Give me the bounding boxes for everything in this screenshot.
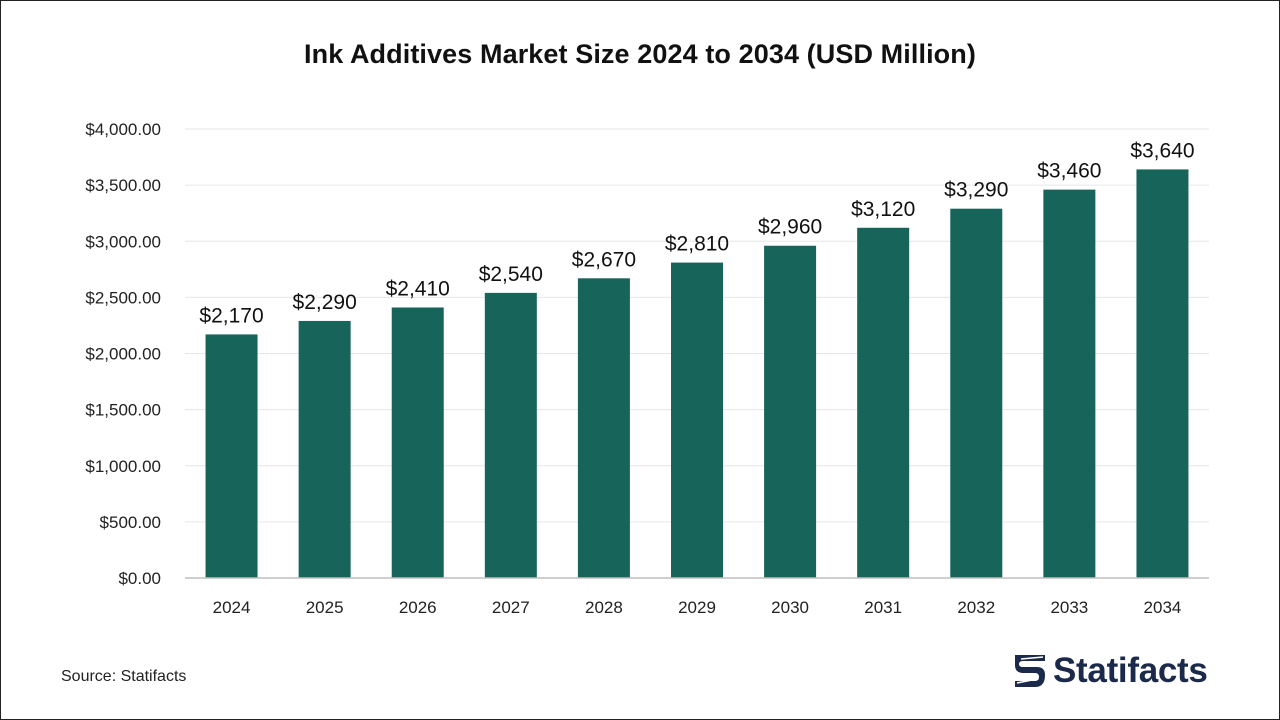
data-label: $2,410 [386, 277, 450, 300]
data-label: $2,810 [665, 233, 729, 256]
statifacts-logo: Statifacts [1013, 651, 1208, 691]
bar [764, 245, 817, 579]
logo-text: Statifacts [1053, 651, 1208, 690]
data-label: $2,540 [479, 263, 543, 286]
y-tick-label: $2,000.00 [85, 345, 161, 364]
y-tick-label: $3,500.00 [85, 176, 161, 195]
data-label: $2,960 [758, 216, 822, 239]
x-tick-label: 2028 [585, 598, 623, 617]
data-label: $3,120 [851, 198, 915, 221]
chart-title: Ink Additives Market Size 2024 to 2034 (… [304, 39, 976, 69]
bar [391, 307, 444, 578]
y-axis-ticks: $0.00 $500.00 $1,000.00 $1,500.00 $2,000.00 $… [85, 120, 161, 588]
x-tick-label: 2031 [864, 598, 902, 617]
x-tick-label: 2034 [1144, 598, 1182, 617]
x-tick-label: 2030 [771, 598, 809, 617]
y-tick-label: $1,000.00 [85, 457, 161, 476]
y-tick-label: $500.00 [100, 513, 161, 532]
x-tick-label: 2024 [213, 598, 251, 617]
bar [857, 227, 910, 578]
x-tick-label: 2032 [957, 598, 995, 617]
bar [298, 320, 351, 578]
bar [1043, 189, 1096, 579]
data-label: $3,290 [944, 179, 1008, 202]
data-label: $3,640 [1130, 139, 1194, 162]
bar [577, 278, 630, 578]
bar [484, 292, 537, 578]
data-label: $2,670 [572, 248, 636, 271]
x-tick-label: 2026 [399, 598, 437, 617]
data-label: $3,460 [1037, 160, 1101, 183]
x-tick-label: 2025 [306, 598, 344, 617]
statifacts-logo-icon [1013, 653, 1047, 689]
y-tick-label: $0.00 [118, 569, 161, 588]
data-label: $2,290 [293, 291, 357, 314]
data-labels: $2,170 $2,290 $2,410 $2,540 $2,670 $2,810 $2,9… [199, 139, 1194, 327]
x-axis-ticks: 2024 2025 2026 2027 2028 2029 2030 2031 2032 2033… [213, 598, 1182, 617]
data-label: $2,170 [199, 304, 263, 327]
y-tick-label: $2,500.00 [85, 288, 161, 307]
bar [671, 262, 723, 578]
bar [950, 208, 1003, 578]
bar [1136, 169, 1189, 578]
y-tick-label: $4,000.00 [85, 120, 161, 139]
x-tick-label: 2033 [1050, 598, 1088, 617]
x-tick-label: 2029 [678, 598, 716, 617]
bar [205, 334, 258, 578]
y-tick-label: $3,000.00 [85, 232, 161, 251]
x-tick-label: 2027 [492, 598, 530, 617]
bars [205, 169, 1189, 579]
y-tick-label: $1,500.00 [85, 401, 161, 420]
source-note: Source: Statifacts [61, 668, 187, 685]
